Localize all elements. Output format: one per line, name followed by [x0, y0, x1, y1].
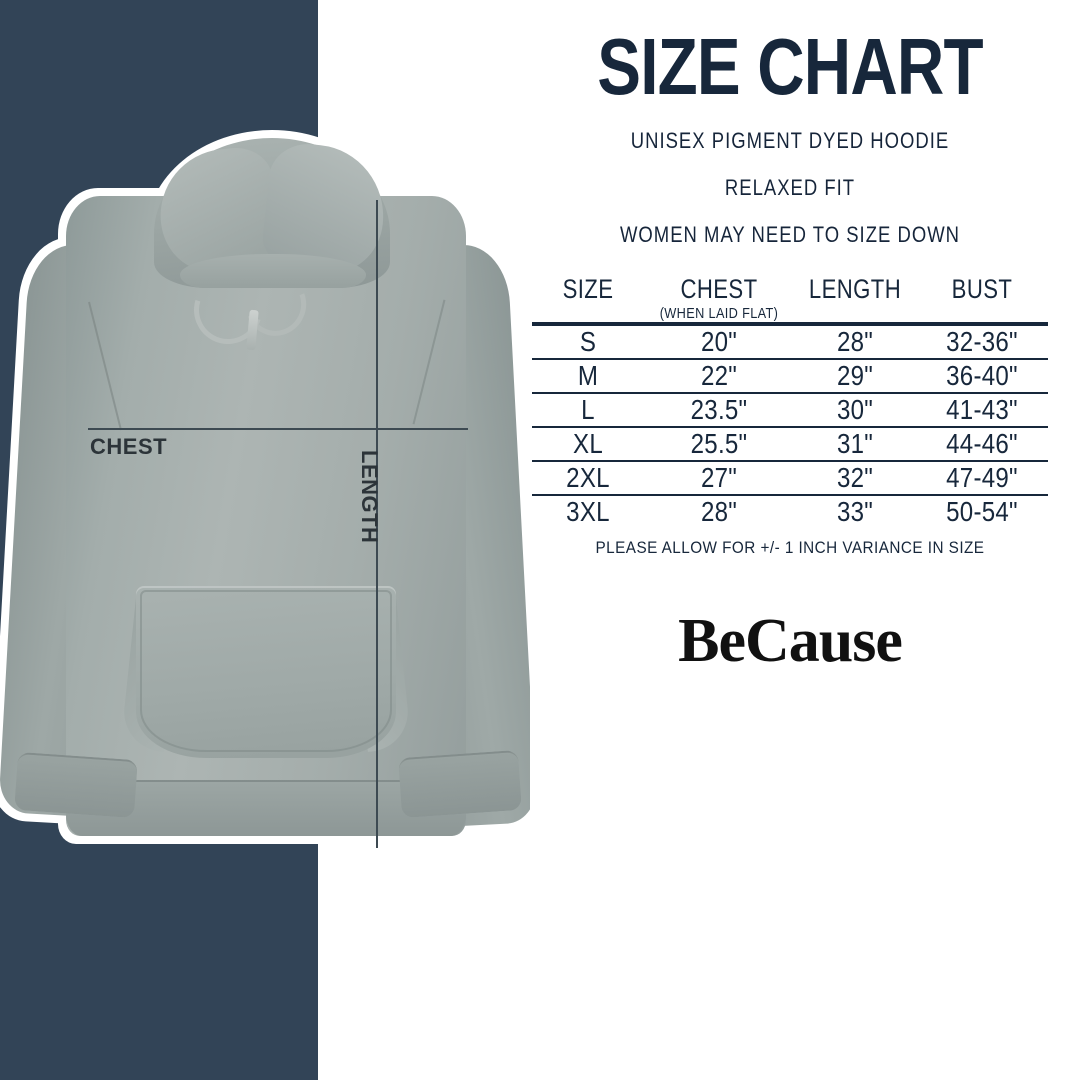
cell-length: 31": [836, 428, 874, 460]
table-row: M 22" 29" 36-40": [532, 360, 1048, 392]
cell-bust: 50-54": [946, 496, 1018, 528]
cell-length: 30": [836, 394, 874, 426]
table-header-rule: [532, 322, 1048, 327]
cell-chest: 25.5": [690, 428, 748, 460]
cell-chest: 20": [700, 326, 738, 358]
table-row: 3XL 28" 33" 50-54": [532, 496, 1048, 528]
cell-size: 3XL: [566, 496, 610, 528]
cell-size: 2XL: [566, 462, 610, 494]
size-table: SIZE CHEST (WHEN LAID FLAT) LENGTH BUST: [532, 274, 1048, 528]
cell-length: 29": [836, 360, 874, 392]
cell-length: 28": [836, 326, 874, 358]
brand-logo: BeCause: [678, 607, 903, 676]
row-divider: [532, 494, 1048, 497]
column-header-chest: CHEST (WHEN LAID FLAT): [644, 274, 794, 322]
cell-chest: 23.5": [690, 394, 748, 426]
chest-measure-line: [88, 428, 468, 430]
chest-measure-label: CHEST: [90, 434, 168, 459]
row-divider: [532, 460, 1048, 463]
subtitle-product: UNISEX PIGMENT DYED HOODIE: [630, 128, 950, 154]
cell-bust: 36-40": [946, 360, 1018, 392]
table-row: S 20" 28" 32-36": [532, 326, 1048, 358]
table-row: L 23.5" 30" 41-43": [532, 394, 1048, 426]
chest-laid-flat-note: (WHEN LAID FLAT): [659, 305, 779, 323]
cell-size: M: [577, 360, 599, 392]
cell-chest: 28": [700, 496, 738, 528]
kangaroo-pocket: [136, 586, 396, 758]
cell-bust: 41-43": [946, 394, 1018, 426]
column-header-length: LENGTH: [808, 274, 902, 305]
size-chart-panel: SIZE CHART UNISEX PIGMENT DYED HOODIE RE…: [500, 0, 1080, 1080]
column-header-size: SIZE: [562, 274, 614, 305]
length-measure-label: LENGTH: [357, 450, 382, 544]
cell-length: 32": [836, 462, 874, 494]
length-measure-line: [376, 200, 378, 848]
product-photo-stage: CHEST LENGTH: [0, 0, 530, 1080]
subtitle-fit: RELAXED FIT: [724, 175, 856, 201]
cell-chest: 27": [700, 462, 738, 494]
page-title: SIZE CHART: [597, 22, 983, 111]
table-header-row: SIZE CHEST (WHEN LAID FLAT) LENGTH BUST: [532, 274, 1048, 322]
cell-bust: 32-36": [946, 326, 1018, 358]
variance-note: PLEASE ALLOW FOR +/- 1 INCH VARIANCE IN …: [595, 538, 985, 558]
left-cuff: [14, 751, 138, 819]
row-divider: [532, 358, 1048, 361]
subtitle-sizing-advice: WOMEN MAY NEED TO SIZE DOWN: [619, 222, 961, 248]
table-row: 2XL 27" 32" 47-49": [532, 462, 1048, 494]
neck-band: [180, 254, 366, 288]
cell-chest: 22": [700, 360, 738, 392]
cell-bust: 44-46": [946, 428, 1018, 460]
cell-bust: 47-49": [946, 462, 1018, 494]
cell-size: XL: [573, 428, 603, 460]
column-header-bust: BUST: [951, 274, 1013, 305]
hoodie-illustration: [0, 128, 530, 868]
row-divider: [532, 426, 1048, 429]
cell-size: S: [579, 326, 597, 358]
cell-size: L: [581, 394, 595, 426]
table-row: XL 25.5" 31" 44-46": [532, 428, 1048, 460]
row-divider: [532, 392, 1048, 395]
cell-length: 33": [836, 496, 874, 528]
